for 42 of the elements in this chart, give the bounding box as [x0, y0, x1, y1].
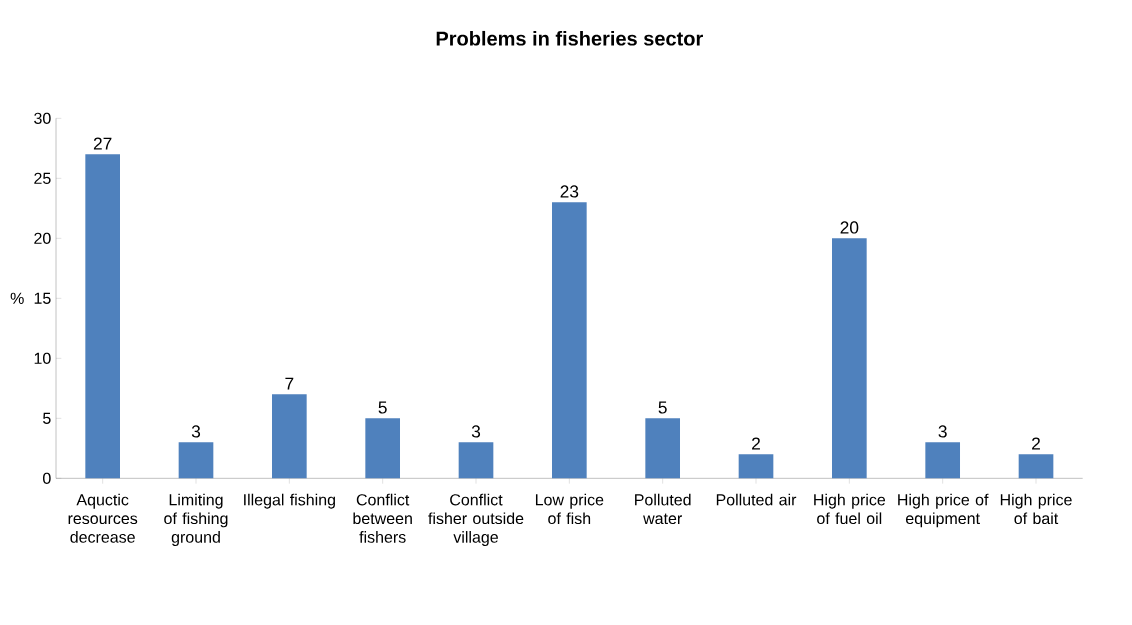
bar	[458, 442, 494, 479]
y-tick-label: 0	[43, 472, 51, 484]
x-tick-label: Aquctic resources decrease	[68, 493, 138, 543]
bar	[645, 418, 681, 479]
bar	[272, 394, 307, 479]
data-label: 27	[93, 137, 112, 150]
data-label: 3	[191, 425, 201, 438]
data-label: 5	[378, 401, 387, 414]
x-tick-label: Low price of fish	[535, 493, 604, 525]
y-tick-label: 10	[34, 352, 51, 364]
y-tick-label: 30	[34, 112, 51, 124]
data-label: 23	[560, 185, 579, 198]
x-tick-label: Conflict between fishers	[353, 493, 412, 543]
data-label: 20	[840, 221, 859, 234]
bar	[925, 442, 961, 479]
x-tick-label: Illegal fishing	[244, 493, 335, 509]
bar	[1018, 454, 1054, 479]
data-label: 3	[938, 425, 947, 438]
y-tick-label: 5	[43, 412, 51, 424]
data-label: 3	[471, 425, 481, 438]
x-tick-label: Limiting of fishing ground	[164, 493, 228, 546]
y-tick-label: 25	[34, 172, 51, 184]
x-tick-label: High price of equipment	[898, 493, 989, 528]
y-tick-label: 15	[34, 292, 51, 304]
bar	[178, 442, 214, 479]
x-tick-label: Conflict fisher outside village	[428, 493, 524, 546]
y-axis-title: %	[10, 292, 24, 304]
data-label: 2	[752, 437, 760, 450]
bar	[365, 418, 400, 479]
chart-title: Problems in fisheries sector	[436, 30, 703, 46]
data-label: 2	[1032, 437, 1040, 450]
x-tick-label: High price of bait	[1000, 493, 1072, 525]
data-label: 7	[285, 377, 294, 390]
x-tick-label: Polluted water	[635, 493, 691, 525]
bar	[85, 154, 120, 479]
bar	[738, 454, 774, 479]
x-tick-label: Polluted air	[716, 493, 797, 506]
bar	[552, 202, 587, 479]
data-label: 5	[658, 401, 667, 414]
bar	[832, 238, 867, 479]
x-tick-label: High price of fuel oil	[814, 493, 886, 525]
y-tick-label: 20	[34, 232, 51, 244]
